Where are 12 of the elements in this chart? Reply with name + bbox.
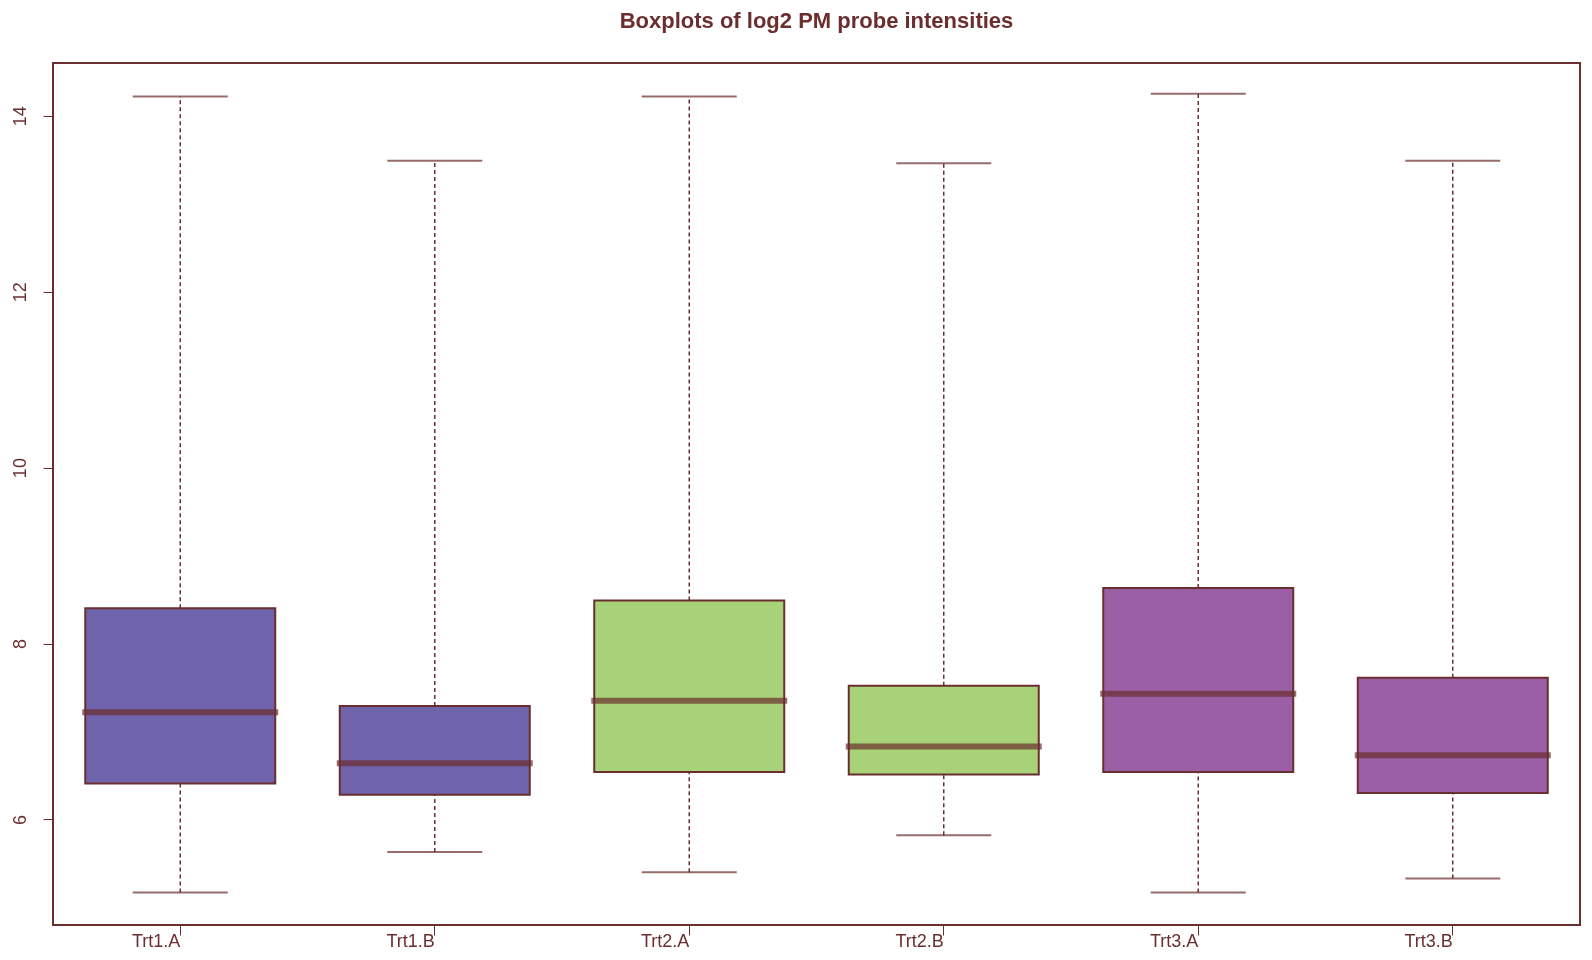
y-tick-label: 10 — [9, 458, 30, 479]
y-tick-label: 14 — [9, 106, 30, 127]
x-tick-label: Trt3.A — [1149, 930, 1199, 951]
x-tick-label: Trt2.A — [640, 930, 690, 951]
x-tick-label: Trt1.B — [386, 930, 435, 951]
y-tick-label: 8 — [9, 639, 30, 650]
x-tick-label: Trt2.B — [895, 930, 944, 951]
x-tick-label: Trt3.B — [1404, 930, 1453, 951]
x-tick-label: Trt1.A — [131, 930, 181, 951]
y-tick-label: 6 — [9, 814, 30, 825]
chart-title: Boxplots of log2 PM probe intensities — [619, 8, 1014, 33]
y-tick-label: 12 — [9, 282, 30, 303]
